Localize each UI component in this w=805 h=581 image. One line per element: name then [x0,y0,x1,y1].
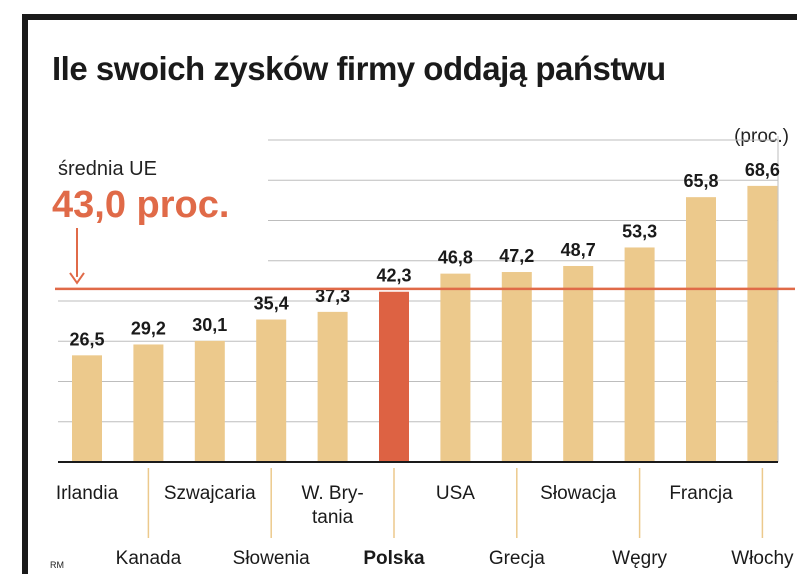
frame-left-border [22,14,28,574]
category-label-0: Irlandia [56,483,119,504]
bar-8 [563,265,594,462]
value-label-11: 68,6 [745,160,780,180]
bar-7 [501,272,532,462]
value-label-8: 48,7 [561,240,596,260]
value-label-5: 42,3 [376,266,411,286]
category-label-1: Kanada [116,548,182,569]
category-label-8: Słowacja [540,483,616,504]
category-label-6: USA [436,483,475,504]
category-label-9: Węgry [612,548,667,569]
value-label-6: 46,8 [438,248,473,268]
category-label-2: Szwajcaria [164,483,256,504]
bar-5 [379,291,409,462]
credit-label: RM [50,560,64,570]
value-label-3: 35,4 [254,294,289,314]
frame-top-border [22,14,797,20]
value-label-7: 47,2 [499,246,534,266]
reference-arrow-head [69,272,85,285]
chart-title: Ile swoich zysków firmy oddają państwu [52,50,666,87]
category-label-5: Polska [363,548,425,569]
category-label-7: Grecja [489,548,545,569]
eu-average-label: średnia UE [58,158,157,180]
eu-average-value: 43,0 proc. [52,184,230,226]
unit-label: (proc.) [734,126,789,147]
value-label-4: 37,3 [315,286,350,306]
bar-4 [317,311,348,462]
category-label-3: Słowenia [233,548,311,569]
bar-10 [686,197,716,462]
value-label-1: 29,2 [131,318,166,338]
category-label-4: W. Bry- [301,483,363,504]
category-label-10: Francja [669,483,733,504]
bar-11 [747,185,778,462]
category-label-11: Włochy [731,548,794,569]
value-label-10: 65,8 [683,171,718,191]
bar-0 [72,355,102,462]
value-label-0: 26,5 [69,329,104,349]
bar-6 [440,273,471,462]
bar-1 [133,344,164,462]
bar-3 [256,319,287,462]
value-label-2: 30,1 [192,315,227,335]
bar-2 [194,340,225,462]
value-label-9: 53,3 [622,221,657,241]
category-label-4-line1: tania [312,507,354,528]
bar-9 [624,247,655,462]
